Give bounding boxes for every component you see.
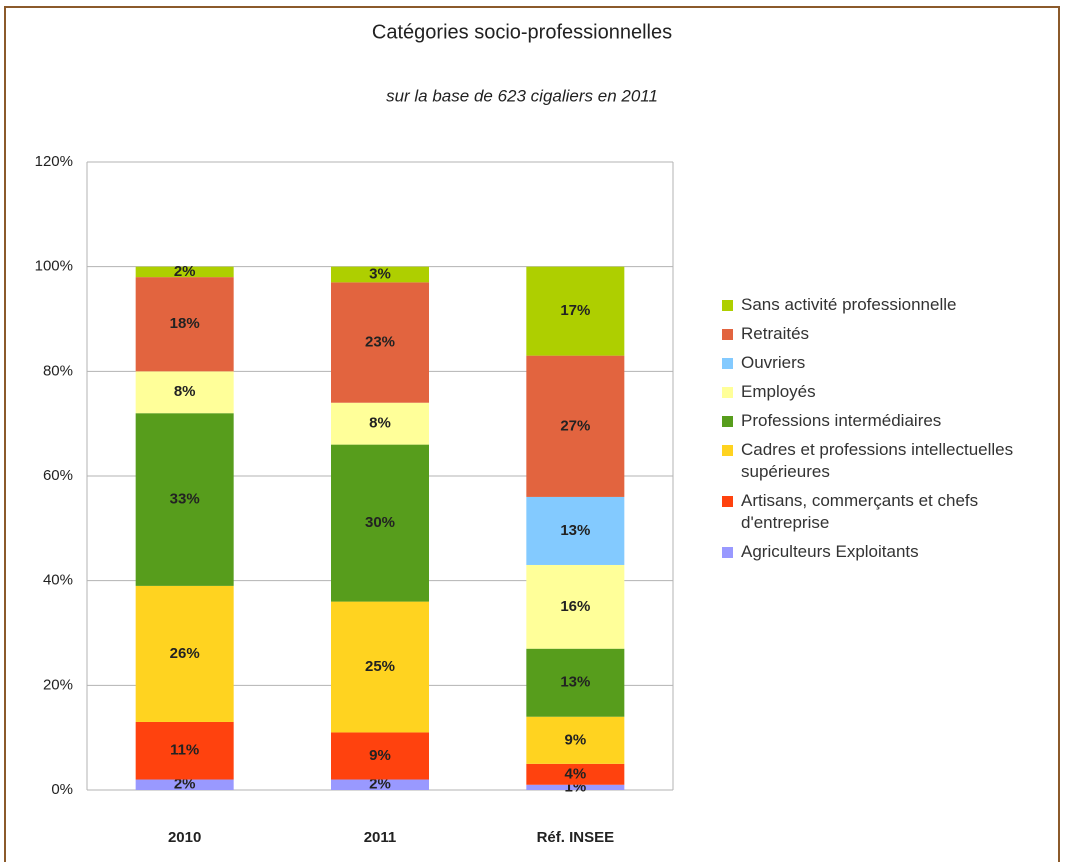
bar-segment	[331, 266, 429, 283]
chart-subtitle: sur la base de 623 cigaliers en 2011	[386, 86, 658, 105]
chart-title: Catégories socio-professionnelles	[372, 21, 672, 43]
legend-swatch	[722, 547, 733, 558]
legend-swatch	[722, 387, 733, 398]
legend: Sans activité professionnelle Retraités Ou…	[722, 294, 1066, 570]
data-label: 26%	[170, 645, 200, 662]
legend-label: Agriculteurs Exploitants	[741, 542, 919, 561]
y-tick-label: 120%	[35, 153, 73, 170]
bar-segment	[526, 496, 625, 565]
x-tick-label: Réf. INSEE	[537, 829, 615, 846]
x-tick-label: 2010	[168, 829, 201, 846]
legend-label: Sans activité professionnelle	[741, 295, 957, 314]
bar-segment	[135, 721, 234, 780]
data-label: 11%	[170, 742, 199, 759]
legend-label: Artisans, commerçants et chefs d'entrepr…	[741, 491, 979, 532]
bar-segment	[331, 282, 429, 403]
legend-swatch	[722, 496, 733, 507]
data-label: 18%	[170, 315, 200, 332]
bar-segment	[135, 266, 234, 278]
data-label: 3%	[369, 265, 391, 282]
data-label: 13%	[560, 522, 590, 539]
legend-swatch	[722, 358, 733, 369]
bar-segment	[331, 601, 429, 733]
bar-segment	[135, 277, 234, 372]
data-label: 23%	[365, 334, 395, 351]
data-label: 17%	[560, 302, 590, 319]
data-label: 25%	[365, 658, 395, 675]
legend-label: Employés	[741, 382, 816, 401]
y-tick-label: 40%	[43, 572, 73, 589]
bar-segment	[526, 266, 625, 356]
bar-segment	[331, 402, 429, 445]
data-label: 2%	[174, 263, 196, 280]
bar-segment	[526, 648, 625, 717]
data-label: 2%	[369, 776, 391, 793]
y-tick-label: 20%	[43, 676, 73, 693]
bar-segment	[331, 779, 429, 790]
y-tick-label: 60%	[43, 467, 73, 484]
legend-swatch	[722, 300, 733, 311]
legend-swatch	[722, 329, 733, 340]
data-label: 9%	[369, 747, 391, 764]
x-tick-label: 2011	[364, 829, 397, 846]
legend-item: Sans activité professionnelle	[722, 294, 1066, 316]
data-label: 4%	[564, 765, 586, 782]
data-label: 16%	[560, 598, 590, 615]
data-label: 8%	[369, 415, 391, 432]
data-label: 2%	[174, 776, 196, 793]
bar-segment	[331, 732, 429, 780]
legend-label: Retraités	[741, 324, 810, 343]
bar-segment	[526, 784, 625, 790]
bar-segment	[526, 355, 625, 497]
y-tick-label: 100%	[35, 258, 73, 275]
bar-segment	[331, 444, 429, 602]
data-label: 30%	[365, 514, 395, 531]
legend-item: Artisans, commerçants et chefs d'entrepr…	[722, 490, 1066, 534]
data-label: 9%	[564, 731, 586, 748]
legend-item: Professions intermédiaires	[722, 410, 1066, 432]
legend-swatch	[722, 416, 733, 427]
y-tick-label: 0%	[51, 781, 73, 798]
legend-label: Ouvriers	[741, 353, 806, 372]
data-label: 8%	[174, 383, 196, 400]
data-label: 33%	[170, 491, 200, 508]
legend-item: Employés	[722, 381, 1066, 403]
data-label: 13%	[560, 674, 590, 691]
legend-swatch	[722, 445, 733, 456]
legend-item: Retraités	[722, 323, 1066, 345]
legend-item: Ouvriers	[722, 352, 1066, 374]
data-label: 27%	[560, 417, 590, 434]
bar-segment	[526, 564, 625, 649]
bar-segment	[135, 585, 234, 722]
legend-item: Cadres et professions intellectuelles su…	[722, 439, 1066, 483]
legend-label: Cadres et professions intellectuelles su…	[741, 440, 1014, 481]
legend-item: Agriculteurs Exploitants	[722, 541, 1066, 563]
y-tick-label: 80%	[43, 362, 73, 379]
bar-segment	[526, 716, 625, 764]
legend-label: Professions intermédiaires	[741, 411, 942, 430]
bar-segment	[526, 763, 625, 785]
frame	[4, 6, 1060, 862]
bar-segment	[135, 413, 234, 586]
bar-segment	[135, 371, 234, 414]
bar-segment	[135, 779, 234, 790]
